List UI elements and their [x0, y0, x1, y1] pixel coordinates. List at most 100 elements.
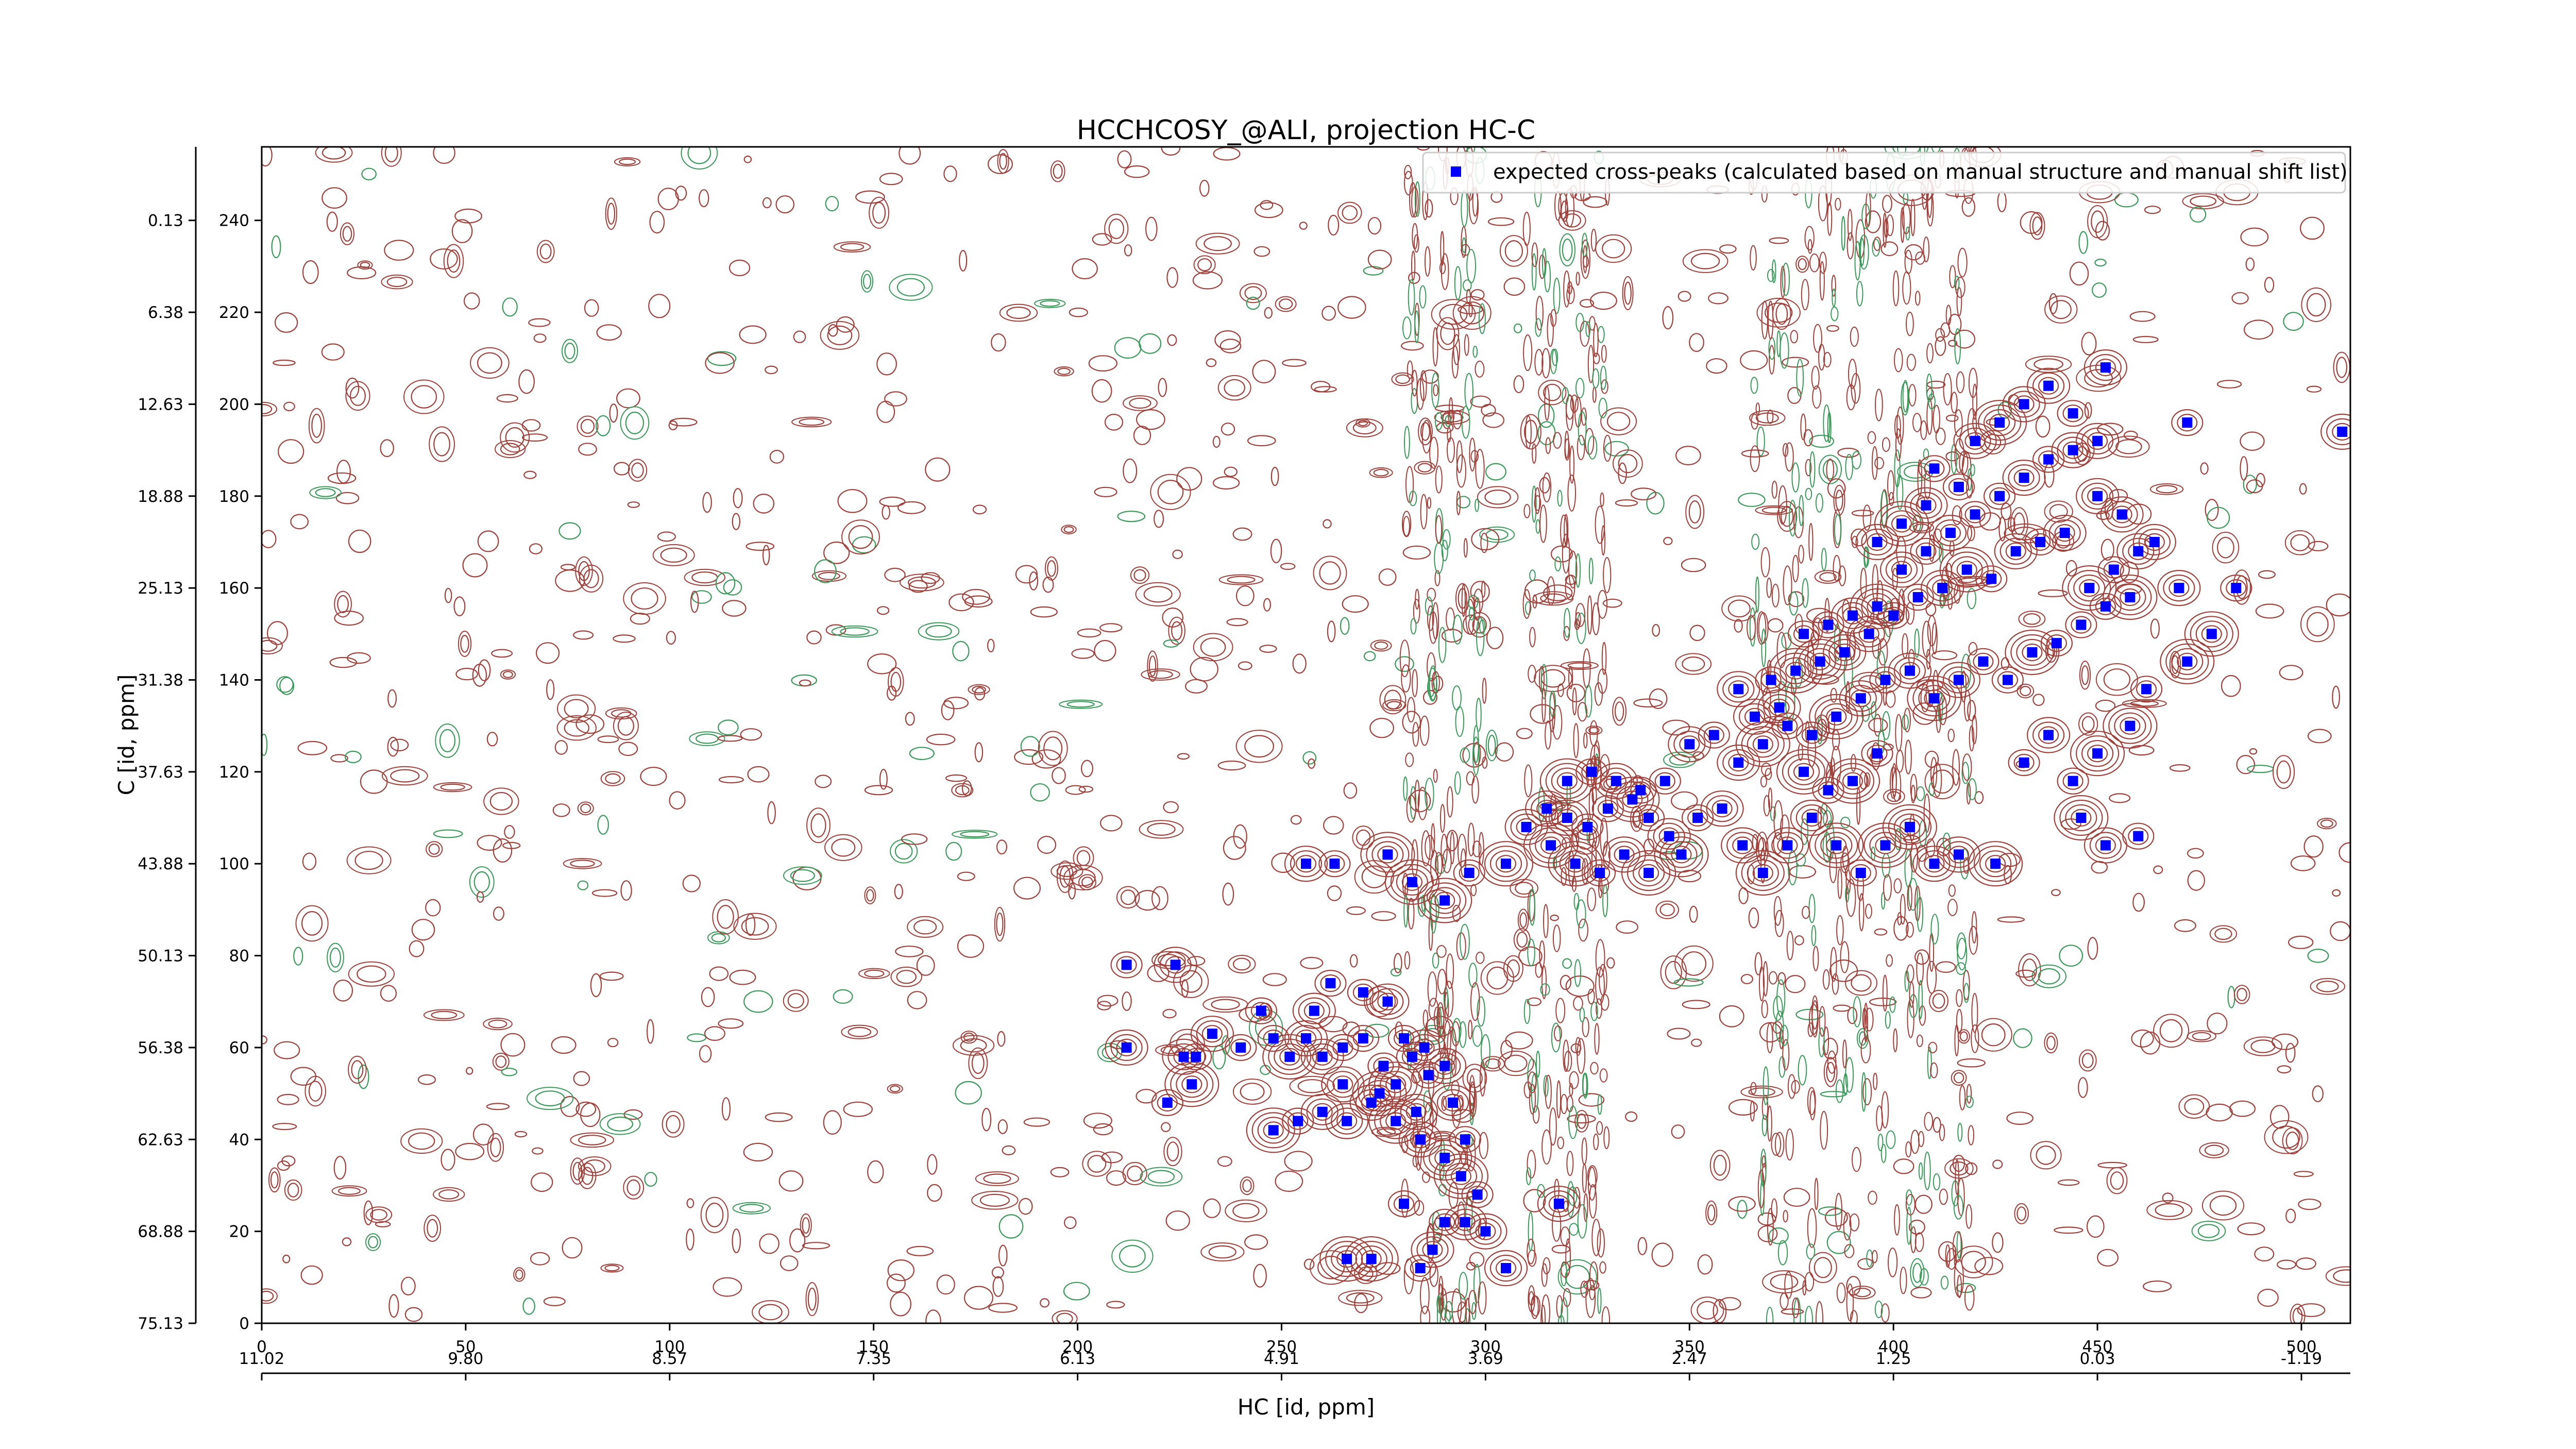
peak-contour [1842, 772, 1863, 790]
peak-contour [1792, 638, 1848, 684]
noise-contour [1337, 296, 1366, 319]
peak-contour [1818, 781, 1839, 799]
streak-contour [1871, 846, 1876, 861]
noise-contour [583, 569, 599, 588]
peak-contour [1257, 1024, 1290, 1052]
noise-contour [991, 333, 1006, 352]
streak-contour [1469, 1102, 1474, 1125]
peak-contour [1893, 813, 1926, 841]
y-ppm-tick-label: 43.88 [138, 855, 183, 873]
streak-contour [1579, 1007, 1585, 1022]
streak-contour [1435, 515, 1443, 544]
noise-contour [1643, 838, 1655, 855]
noise-contour [2272, 1125, 2300, 1149]
y-index-tick-label: 20 [229, 1223, 249, 1241]
streak-contour [1420, 1277, 1430, 1315]
streak-contour [1783, 1210, 1788, 1223]
noise-contour [2212, 531, 2240, 564]
streak-contour [1414, 310, 1419, 343]
peak-contour [1918, 685, 1951, 712]
noise-contour [1275, 296, 1297, 312]
noise-contour [1677, 291, 1691, 302]
streak-contour [1833, 554, 1841, 582]
cross-peak-point [2174, 583, 2184, 594]
streak-contour [1448, 410, 1455, 424]
noise-contour [2307, 949, 2329, 963]
streak-contour [1427, 497, 1432, 509]
peak-contour [1780, 657, 1812, 684]
streak-contour [1933, 405, 1940, 434]
peak-contour [2114, 712, 2146, 739]
noise-contour [2033, 358, 2063, 370]
streak-contour [1809, 253, 1820, 273]
streak-contour [1452, 685, 1462, 711]
streak-contour [1750, 377, 1758, 394]
noise-contour [1342, 1021, 1360, 1036]
streak-contour [1597, 1228, 1605, 1258]
streak-contour [1805, 487, 1812, 500]
noise-contour [1378, 568, 1397, 586]
peak-contour [1665, 841, 1698, 868]
cross-peak-point [1170, 959, 1181, 970]
streak-contour [1572, 687, 1577, 716]
streak-contour [1468, 1019, 1473, 1040]
noise-contour [477, 352, 502, 374]
streak-contour [1539, 504, 1547, 543]
noise-contour [1809, 434, 1835, 448]
streak-contour [1527, 1058, 1537, 1091]
peak-contour [1861, 740, 1893, 767]
streak-contour [1404, 951, 1411, 970]
x-index-tick-label: 500 [2286, 1338, 2316, 1356]
cross-peak-point [1268, 1125, 1279, 1136]
peak-contour [2195, 620, 2228, 648]
x-index-tick-label: 150 [858, 1338, 889, 1356]
streak-contour [1796, 359, 1804, 397]
streak-contour [1924, 1111, 1934, 1131]
x-ppm-tick-label: 8.57 [652, 1350, 687, 1368]
noise-contour [1606, 412, 1631, 431]
streak-contour [1528, 1211, 1534, 1252]
streak-contour [1926, 343, 1934, 364]
cross-peak-point [1178, 1051, 1189, 1062]
noise-contour [1165, 1210, 1190, 1231]
streak-contour [1528, 1071, 1537, 1093]
noise-contour [1811, 674, 1839, 685]
streak-contour [1454, 266, 1462, 300]
streak-contour [1957, 247, 1968, 278]
streak-contour [1475, 498, 1480, 512]
noise-contour [1883, 788, 1905, 805]
noise-contour [1279, 298, 1293, 310]
noise-contour [1783, 1188, 1810, 1207]
noise-contour [613, 634, 636, 643]
peak-contour [1405, 1103, 1427, 1121]
peak-contour [1733, 698, 1777, 735]
peak-contour [1968, 841, 2023, 887]
y-index-tick-label: 40 [229, 1131, 249, 1149]
noise-contour [433, 1187, 465, 1202]
streak-contour [1442, 529, 1451, 550]
noise-contour [2132, 335, 2159, 343]
noise-contour [581, 1167, 594, 1185]
streak-contour [1860, 1037, 1871, 1064]
noise-contour [1914, 949, 1929, 965]
noise-contour [2153, 1014, 2190, 1048]
streak-contour [1840, 816, 1851, 829]
peak-contour [2081, 427, 2114, 454]
noise-contour [268, 1167, 281, 1193]
peak-contour [2054, 795, 2109, 841]
noise-contour [887, 1084, 903, 1094]
streak-contour [1578, 411, 1587, 446]
noise-contour [487, 1133, 504, 1162]
noise-contour [1835, 490, 1843, 511]
streak-contour [1596, 1121, 1603, 1135]
noise-contour [2095, 699, 2116, 712]
noise-contour [747, 766, 770, 783]
peak-contour [1825, 758, 1880, 804]
noise-contour [521, 433, 548, 442]
noise-contour [2312, 1085, 2324, 1102]
noise-contour [959, 250, 968, 272]
noise-contour [564, 342, 575, 360]
streak-contour [1473, 724, 1479, 763]
noise-contour [1727, 599, 1751, 618]
streak-contour [1414, 181, 1420, 217]
